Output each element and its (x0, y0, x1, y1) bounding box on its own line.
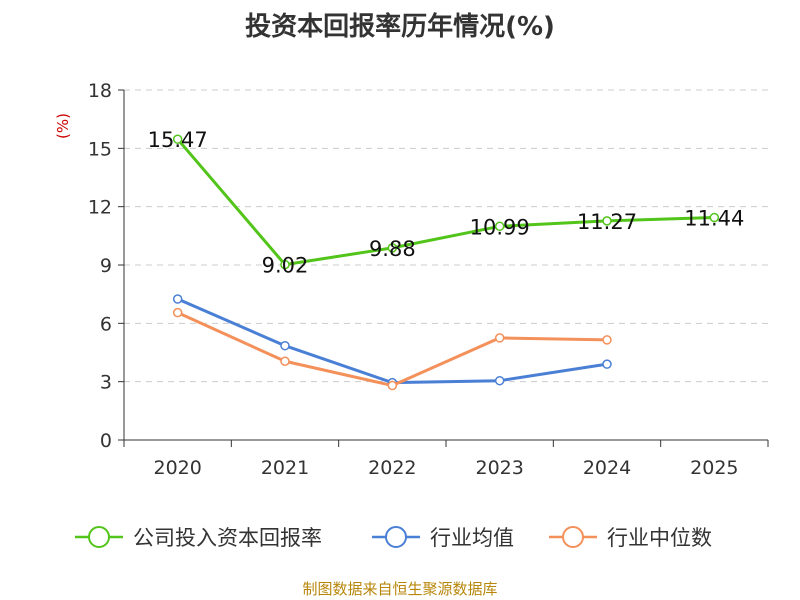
data-point (602, 335, 612, 345)
legend-item[interactable]: 行业均值 (372, 526, 514, 550)
y-tick-label: 6 (100, 313, 112, 335)
data-point (172, 134, 183, 144)
source-note: 制图数据来自恒生聚源数据库 (302, 580, 498, 598)
data-label: 11.44 (684, 207, 744, 231)
legend-marker (385, 526, 407, 548)
data-point (280, 356, 290, 366)
data-label: 10.99 (470, 215, 530, 239)
x-tick-label: 2020 (153, 457, 201, 479)
series-line-0 (176, 138, 715, 267)
y-tick-label: 0 (100, 430, 112, 452)
y-tick-label: 18 (88, 80, 112, 102)
legend-label: 公司投入资本回报率 (133, 526, 322, 550)
axes: 0 3 6 9 12 15 18 2020 2021 2022 2023 2024 2025 (88, 80, 769, 479)
data-point (387, 243, 398, 253)
legend-item[interactable]: 行业中位数 (549, 526, 712, 550)
data-point (602, 216, 612, 226)
data-point (494, 333, 505, 343)
chart-title: 投资本回报率历年情况(%) (245, 12, 555, 42)
legend-label: 行业中位数 (607, 526, 712, 550)
x-tick-label: 2025 (690, 457, 738, 479)
data-labels: 15.47 9.02 9.88 10.99 11.27 11.44 (148, 128, 745, 277)
data-point (172, 307, 183, 318)
series-lines (172, 134, 720, 391)
legend-item[interactable]: 公司投入资本回报率 (75, 526, 322, 550)
x-tick-label: 2021 (261, 457, 309, 479)
legend-marker (88, 526, 110, 548)
data-label: 9.02 (262, 254, 309, 278)
x-tick-label: 2024 (583, 457, 631, 479)
x-tick-label: 2023 (475, 457, 523, 479)
data-point (280, 340, 290, 351)
data-label: 15.47 (148, 128, 208, 152)
data-point (494, 221, 505, 232)
y-tick-label: 3 (100, 372, 112, 394)
data-label: 9.88 (369, 237, 416, 261)
y-tick-label: 9 (100, 255, 112, 277)
data-point (709, 212, 720, 223)
data-point (494, 375, 505, 386)
y-tick-label: 15 (88, 138, 112, 160)
y-axis-label: (%) (54, 113, 72, 139)
data-label: 11.27 (577, 210, 637, 234)
legend[interactable]: 公司投入资本回报率 行业均值 行业中位数 (75, 526, 712, 550)
legend-label: 行业均值 (430, 526, 514, 550)
y-tick-label: 12 (88, 197, 112, 219)
data-point (280, 259, 290, 270)
data-point (172, 294, 183, 304)
data-point (602, 359, 612, 369)
legend-marker (562, 526, 584, 548)
x-tick-label: 2022 (368, 457, 416, 479)
data-point (387, 380, 398, 391)
